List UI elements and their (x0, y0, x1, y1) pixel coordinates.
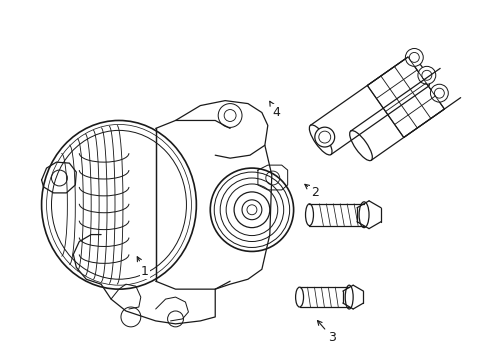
Text: 3: 3 (317, 320, 335, 344)
Text: 4: 4 (269, 101, 280, 119)
Text: 2: 2 (304, 184, 318, 199)
Circle shape (405, 49, 423, 66)
Circle shape (314, 127, 334, 147)
Circle shape (429, 84, 447, 102)
Circle shape (417, 66, 435, 84)
Circle shape (210, 168, 293, 251)
Text: 1: 1 (137, 257, 149, 278)
Polygon shape (366, 57, 444, 138)
